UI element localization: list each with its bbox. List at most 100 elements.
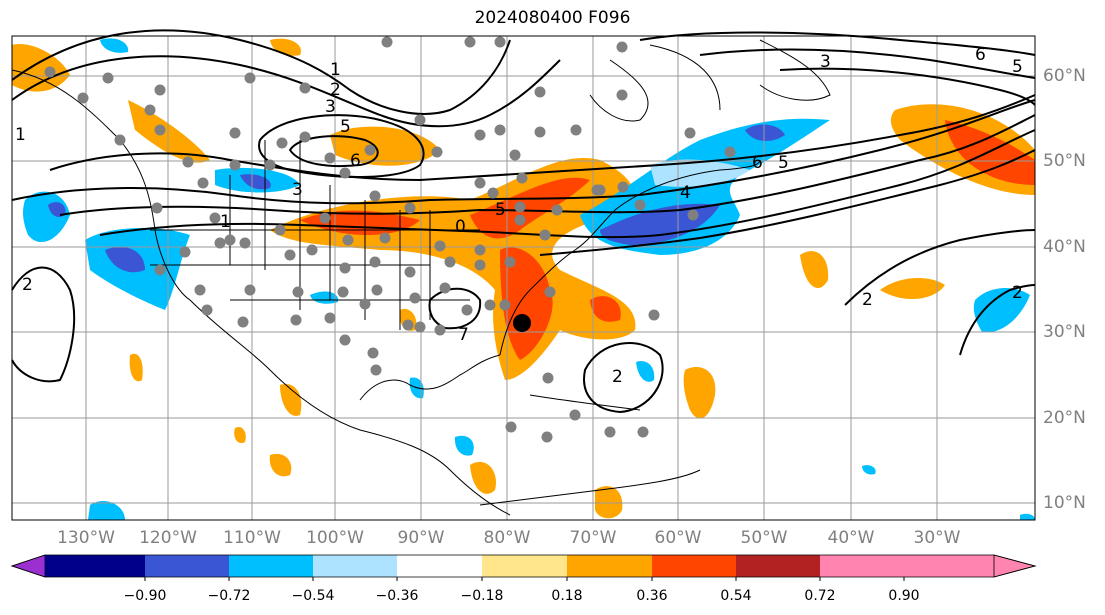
contour-label: 1 — [15, 125, 26, 145]
station-dot — [616, 89, 628, 101]
contour-label: 5 — [778, 153, 789, 173]
longitude-label: 80°W — [483, 528, 531, 548]
station-dot — [244, 72, 256, 84]
station-dot — [369, 190, 381, 202]
station-dot — [724, 146, 736, 158]
station-dot — [264, 159, 276, 171]
graticule — [12, 36, 1035, 520]
station-dot — [499, 299, 511, 311]
station-dot — [274, 224, 286, 236]
contour-label: 5 — [340, 117, 351, 137]
station-dot — [299, 131, 311, 143]
station-dot — [224, 234, 236, 246]
station-dot — [369, 256, 381, 268]
contour-label-group: 1 2 3 5 6 1 3 1 2 0 5 6 4 5 6 3 5 2 2 7 … — [15, 45, 1023, 387]
latitude-label: 10°N — [1043, 493, 1086, 513]
contour-label: 2 — [1012, 283, 1023, 303]
colorbar-segment — [652, 555, 736, 577]
station-dot — [284, 249, 296, 261]
station-dot — [339, 167, 351, 179]
station-dot — [214, 237, 226, 249]
station-dot — [494, 36, 506, 48]
station-dot — [684, 127, 696, 139]
station-dot — [414, 321, 426, 333]
colorbar-segment — [904, 555, 994, 577]
station-dot — [637, 426, 649, 438]
station-dot — [464, 36, 476, 48]
station-dot — [44, 66, 56, 78]
map-border — [11, 35, 1036, 521]
station-dot — [439, 282, 451, 294]
station-dot — [402, 319, 414, 331]
station-dot — [339, 334, 351, 346]
latitude-label: 40°N — [1043, 237, 1086, 257]
station-dot — [484, 299, 496, 311]
station-dot — [239, 237, 251, 249]
contour-label: 3 — [820, 52, 831, 72]
contour-label: 3 — [325, 97, 336, 117]
station-dot — [604, 426, 616, 438]
contour-label: 5 — [1012, 57, 1023, 77]
station-dot — [414, 114, 426, 126]
station-dot — [154, 84, 166, 96]
station-markers — [44, 36, 736, 443]
contour-label: 7 — [458, 325, 469, 345]
colorbar-tick-label: −0.72 — [207, 588, 251, 604]
station-dot — [229, 127, 241, 139]
station-dot — [319, 212, 331, 224]
colorbar-outline — [10, 554, 1037, 578]
colorbar-tick-label: 0.72 — [804, 588, 836, 604]
latitude-label: 50°N — [1043, 151, 1086, 171]
colorbar-segment — [482, 555, 567, 577]
station-dot — [370, 364, 382, 376]
colorbar-tick-label: −0.54 — [291, 588, 335, 604]
station-dot — [379, 232, 391, 244]
station-dot — [367, 347, 379, 359]
contour-label: 6 — [975, 45, 986, 65]
colorbar-tick-label: −0.36 — [375, 588, 419, 604]
latitude-label: 20°N — [1043, 408, 1086, 428]
longitude-label: 50°W — [740, 528, 788, 548]
station-dot — [209, 212, 221, 224]
station-dot — [409, 292, 421, 304]
station-dot — [182, 156, 194, 168]
latitude-label: 30°N — [1043, 322, 1086, 342]
station-dot — [306, 244, 318, 256]
longitude-label: 110°W — [223, 528, 281, 548]
contour-label: 1 — [330, 60, 341, 80]
station-dot — [144, 104, 156, 116]
contour-label: 5 — [495, 200, 506, 220]
station-dot — [194, 284, 206, 296]
colorbar-segment — [145, 555, 229, 577]
colorbar-segment — [313, 555, 397, 577]
station-dot — [617, 181, 629, 193]
contour-label: 1 — [220, 212, 231, 232]
station-dot — [364, 144, 376, 156]
station-dot — [324, 152, 336, 164]
contour-label: 4 — [680, 183, 691, 203]
station-dot — [197, 177, 209, 189]
colorbar-segment — [820, 555, 904, 577]
colorbar-segment — [567, 555, 652, 577]
station-dot — [201, 304, 213, 316]
colorbar-tick-label: 0.18 — [551, 588, 583, 604]
contour-label: 2 — [612, 367, 623, 387]
station-dot — [648, 309, 660, 321]
station-dot — [509, 149, 521, 161]
station-dot — [487, 187, 499, 199]
station-dot — [276, 137, 288, 149]
station-dot — [154, 124, 166, 136]
station-dot — [431, 146, 443, 158]
colorbar-tick-label: 0.36 — [636, 588, 668, 604]
station-dot — [474, 259, 486, 271]
station-dot — [534, 86, 546, 98]
station-dot — [514, 201, 526, 213]
colorbar-segment — [45, 555, 145, 577]
station-dot — [342, 234, 354, 246]
station-dot — [434, 240, 446, 252]
station-dot — [404, 266, 416, 278]
station-dot — [102, 72, 114, 84]
station-dot — [541, 431, 553, 443]
longitude-label: 60°W — [654, 528, 702, 548]
